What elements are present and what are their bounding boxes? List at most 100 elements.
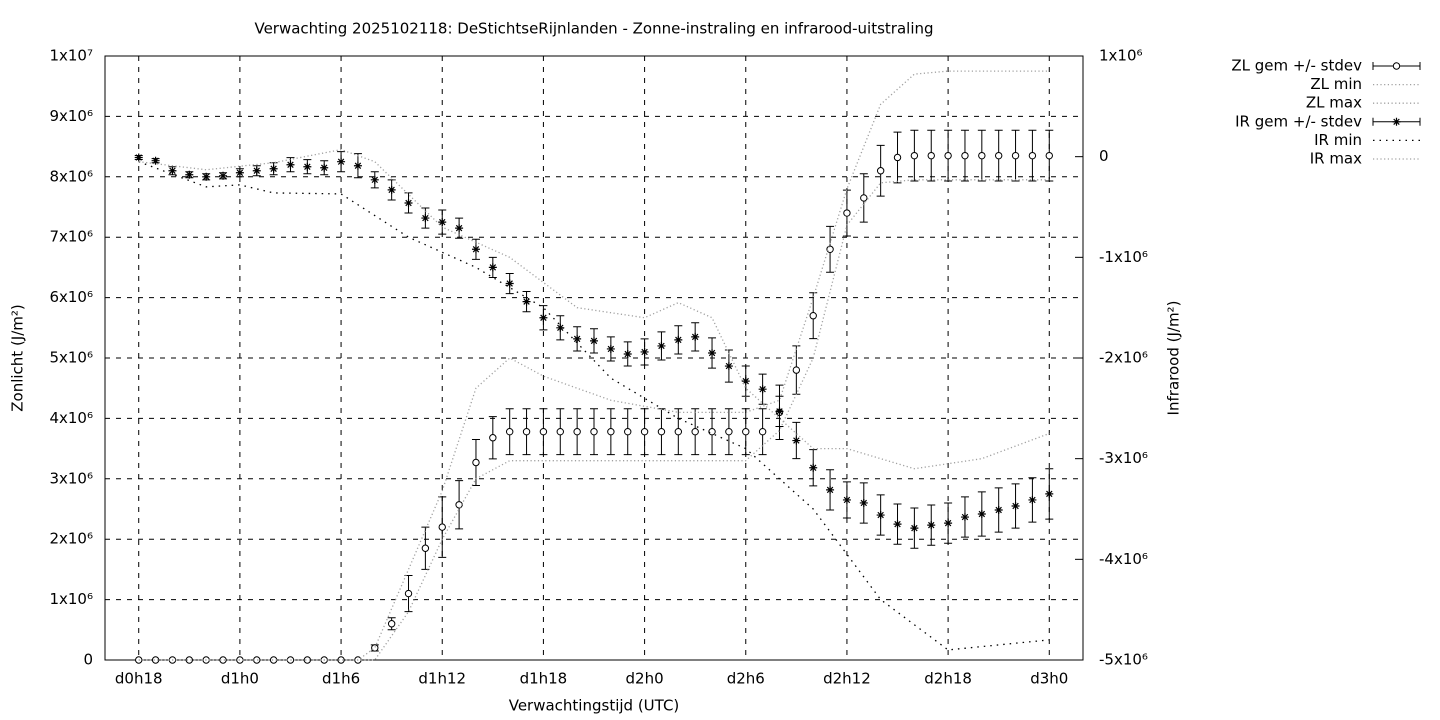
legend-marker [1392,117,1401,126]
point-marker [387,620,396,628]
point-marker [320,163,329,172]
y2-tick-label: -4x10⁶ [1099,550,1148,568]
point-marker [505,427,514,436]
point-marker [708,348,717,357]
point-marker [404,589,413,598]
point-marker [893,520,902,529]
point-marker [893,153,902,162]
point-marker [657,341,666,350]
point-marker [640,427,649,436]
y-tick-label: 2x10⁶ [49,530,93,548]
point-marker [488,263,497,272]
point-marker [994,506,1003,515]
point-marker [977,510,986,519]
point-marker [691,427,699,436]
point-marker [842,495,851,504]
point-marker [590,336,598,345]
point-marker [236,656,244,664]
point-marker [573,334,582,343]
point-marker [607,427,615,436]
point-marker [994,151,1003,160]
point-marker [134,153,143,162]
point-marker [1011,501,1020,510]
point-marker [185,170,194,179]
point-marker [1045,489,1054,498]
point-marker [471,245,480,254]
point-marker [539,313,548,322]
point-marker [792,436,801,445]
y-tick-label: 6x10⁶ [49,288,93,306]
point-marker [590,427,598,436]
point-marker [724,362,733,371]
point-marker [859,498,868,507]
point-marker [455,501,463,509]
point-marker [758,385,767,394]
x-tick-label: d2h0 [626,670,664,688]
point-marker [725,427,733,436]
x-tick-label: d1h18 [520,670,568,688]
point-marker [337,656,345,664]
point-marker [860,194,868,202]
y-tick-label: 5x10⁶ [49,349,93,367]
x-tick-label: d2h12 [823,670,871,688]
point-marker [303,656,312,664]
point-marker [758,427,767,436]
y2-tick-label: 0 [1099,147,1109,165]
y2-tick-label: -3x10⁶ [1099,449,1148,467]
y-tick-label: 4x10⁶ [49,409,93,427]
point-marker [185,656,194,664]
point-marker [742,427,750,436]
point-marker [438,523,446,531]
point-marker [286,160,295,169]
y-tick-label: 8x10⁶ [49,167,93,185]
point-marker [640,347,649,356]
point-marker [809,463,818,472]
point-marker [1028,495,1037,504]
x-axis-label: Verwachtingstijd (UTC) [509,697,680,715]
point-marker [657,427,666,436]
y-tick-label: 0 [83,651,93,669]
point-marker [303,162,312,171]
series-line [138,148,1050,470]
point-marker [674,427,683,436]
point-marker [927,151,935,160]
y-tick-label: 3x10⁶ [49,469,93,487]
y-axis-label: Zonlicht (J/m²) [9,304,27,412]
y2-tick-label: -2x10⁶ [1099,349,1148,367]
point-marker [421,214,430,223]
point-marker [556,323,565,332]
point-marker [792,366,801,374]
point-marker [573,427,581,436]
point-marker [337,157,346,166]
point-marker [235,168,244,177]
point-marker [522,427,531,436]
x-tick-label: d1h12 [418,670,466,688]
point-marker [1045,151,1053,160]
x-tick-label: d2h6 [727,670,765,688]
point-marker [489,434,497,442]
x-tick-label: d2h18 [924,670,972,688]
point-marker [472,458,480,467]
point-marker [455,224,464,233]
y-tick-label: 7x10⁶ [49,228,93,246]
y2-tick-label: 1x10⁶ [1099,47,1143,65]
legend-label: IR max [1310,150,1362,168]
plot-border [104,55,1084,661]
y-tick-label: 1x10⁷ [49,47,93,65]
series-line [138,179,1050,661]
y2-axis-label: Infrarood (J/m²) [1165,301,1183,416]
y-tick-label: 1x10⁶ [49,590,93,608]
legend-label: ZL min [1310,75,1362,93]
point-marker [219,656,227,664]
point-marker [876,167,885,175]
point-marker [927,521,936,530]
point-marker [809,312,817,320]
point-marker [960,513,969,522]
point-marker [606,344,615,353]
point-marker [910,524,919,533]
legend-label: ZL max [1306,94,1362,112]
point-marker [522,297,531,306]
x-tick-label: d1h0 [221,670,259,688]
